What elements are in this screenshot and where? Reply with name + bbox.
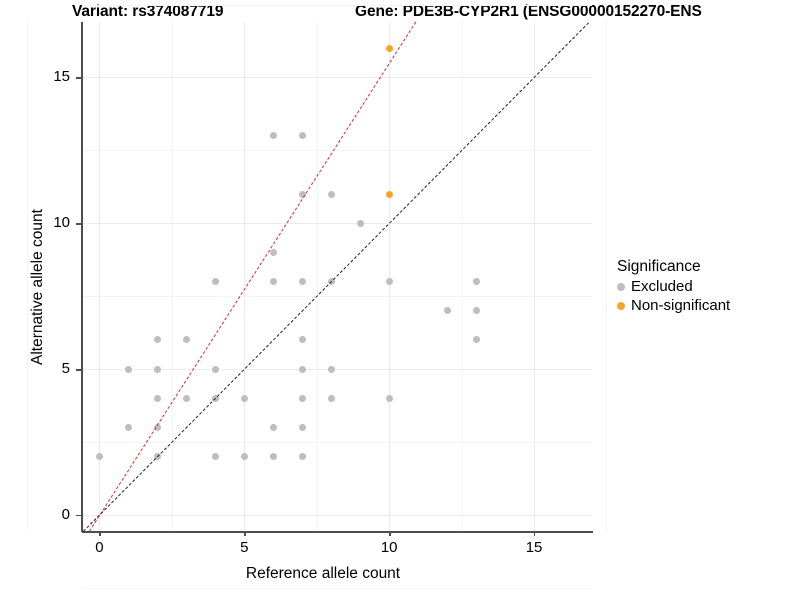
y-tick-mark [76, 77, 81, 79]
data-point[interactable] [211, 278, 219, 286]
gridline-h-minor [82, 442, 592, 444]
data-point[interactable] [211, 394, 219, 402]
y-tick-label: 5 [61, 360, 70, 378]
y-tick-label: 15 [53, 68, 70, 86]
gridline-h-major [82, 514, 592, 516]
gridline-v-major [389, 22, 391, 531]
data-point[interactable] [298, 336, 306, 344]
data-point[interactable] [269, 132, 277, 140]
legend-label-nonsignificant: Non-significant [631, 297, 731, 314]
legend-item-excluded[interactable]: Excluded [617, 277, 730, 296]
gridline-v-minor [606, 22, 608, 531]
data-point[interactable] [385, 278, 393, 286]
data-point[interactable] [472, 278, 480, 286]
x-axis-line [82, 531, 593, 533]
data-point[interactable] [327, 278, 335, 286]
plot-panel [26, 4, 608, 589]
data-point[interactable] [298, 132, 306, 140]
data-point[interactable] [124, 365, 132, 373]
y-tick-mark [76, 514, 81, 517]
y-axis-title: Alternative allele count [29, 209, 46, 365]
legend-label-excluded: Excluded [631, 278, 693, 295]
data-point[interactable] [298, 453, 306, 461]
data-point[interactable] [240, 453, 248, 461]
x-tick-mark [244, 531, 246, 536]
legend-item-nonsignificant[interactable]: Non-significant [617, 296, 730, 315]
y-tick-mark [76, 223, 81, 225]
gridline-v-major [99, 22, 101, 531]
legend-key-excluded-icon [617, 282, 625, 291]
data-point[interactable] [472, 336, 480, 344]
gridline-v-minor [316, 22, 318, 531]
data-point[interactable] [472, 307, 480, 315]
x-tick-label: 5 [240, 539, 249, 556]
gridline-v-major [534, 22, 536, 531]
data-point[interactable] [153, 365, 161, 373]
data-point[interactable] [240, 394, 248, 402]
data-point[interactable] [211, 365, 219, 373]
data-point[interactable] [298, 423, 306, 431]
gridline-v-major [244, 22, 246, 531]
gridline-h-major [82, 77, 592, 79]
data-point[interactable] [211, 453, 219, 461]
data-point[interactable] [385, 44, 393, 52]
data-point[interactable] [356, 219, 364, 227]
data-point[interactable] [385, 394, 393, 402]
y-tick-mark [76, 369, 81, 371]
data-point[interactable] [153, 423, 161, 431]
gene-title: Gene: PDE3B-CYP2R1 (ENSG00000152270-ENS [355, 3, 702, 20]
data-point[interactable] [153, 453, 161, 461]
gridline-h-major [82, 369, 592, 371]
y-axis-line [81, 22, 83, 532]
gridline-h-minor [82, 4, 592, 6]
y-tick-label: 10 [53, 214, 70, 232]
data-point[interactable] [153, 394, 161, 402]
gridline-h-minor [82, 587, 592, 589]
data-point[interactable] [269, 248, 277, 256]
variant-title: Variant: rs374087719 [72, 3, 224, 20]
legend-title: Significance [617, 258, 701, 275]
data-point[interactable] [269, 278, 277, 286]
data-point[interactable] [298, 278, 306, 286]
data-point[interactable] [269, 453, 277, 461]
gridline-v-minor [26, 22, 28, 531]
legend-key-nonsignificant-icon [617, 301, 625, 310]
data-point[interactable] [327, 365, 335, 373]
x-tick-label: 10 [380, 539, 398, 556]
gridline-v-minor [171, 22, 173, 531]
data-point[interactable] [385, 190, 393, 198]
x-tick-label: 0 [95, 539, 104, 556]
data-point[interactable] [95, 453, 103, 461]
gridline-h-minor [82, 150, 592, 152]
gridline-h-minor [82, 296, 592, 298]
data-point[interactable] [153, 336, 161, 344]
data-point[interactable] [443, 307, 451, 315]
y-tick-label: 0 [61, 505, 70, 523]
data-point[interactable] [182, 336, 190, 344]
data-point[interactable] [327, 190, 335, 198]
data-point[interactable] [182, 394, 190, 402]
data-point[interactable] [269, 423, 277, 431]
gridline-v-minor [461, 22, 463, 531]
data-point[interactable] [124, 423, 132, 431]
x-tick-label: 15 [525, 539, 543, 556]
x-tick-mark [99, 531, 101, 536]
data-point[interactable] [327, 394, 335, 402]
data-point[interactable] [298, 365, 306, 373]
x-tick-mark [534, 531, 536, 536]
data-point[interactable] [298, 190, 306, 198]
x-axis-title: Reference allele count [245, 565, 401, 582]
x-tick-mark [389, 531, 391, 536]
legend: Significance Excluded Non-significant [617, 258, 730, 315]
gridline-h-major [82, 223, 592, 225]
data-point[interactable] [298, 394, 306, 402]
